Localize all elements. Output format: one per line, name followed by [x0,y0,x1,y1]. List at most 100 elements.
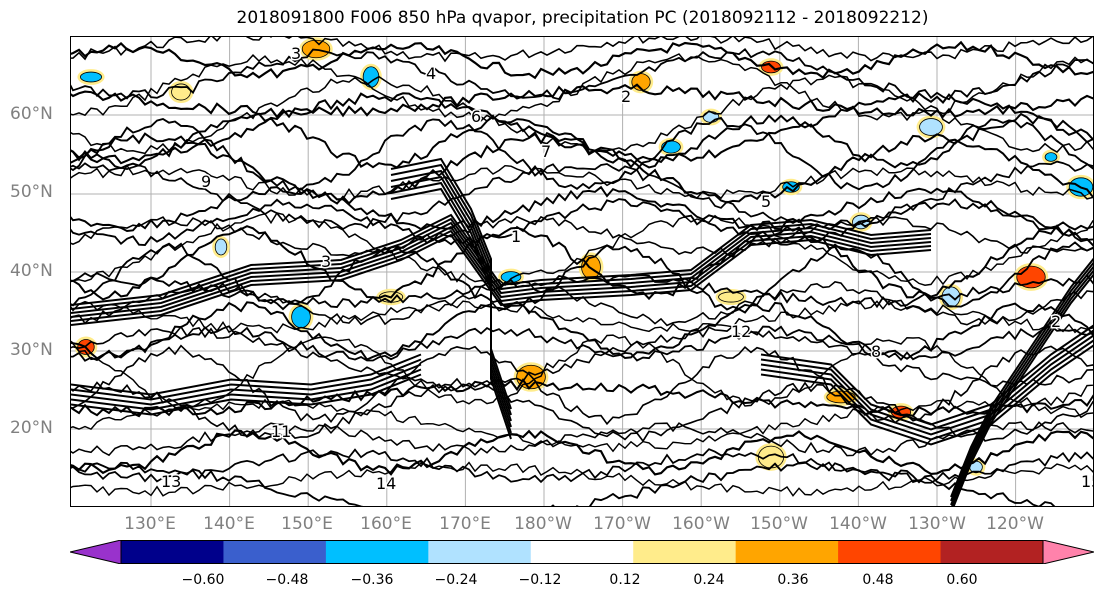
contour-label: 12 [731,322,751,341]
colorbar-tick: 0.36 [777,572,809,588]
contour-label: 8 [871,342,881,361]
qvapor-contour-line [71,37,1093,63]
qvapor-contour-line [71,299,1093,334]
precip-patch [171,83,191,101]
qvapor-contour-line [390,187,512,440]
qvapor-contour-line [71,353,422,396]
contour-label: 2 [621,87,631,106]
qvapor-contour-line [71,325,1093,362]
precip-patch [1044,152,1058,162]
qvapor-contour-line [71,198,1093,246]
qvapor-contour-line [71,217,932,310]
qvapor-contour-line [71,378,1093,418]
qvapor-contour-line [390,163,512,416]
contour-label: 5 [761,192,771,211]
colorbar-segment [940,540,1044,564]
colorbar [70,540,1094,564]
contour-label: 13 [161,472,181,491]
colorbar-tick: 0.12 [609,572,641,588]
qvapor-contour-line [71,461,1056,506]
qvapor-contour-line [71,164,1093,200]
qvapor-contour-line [390,181,512,434]
qvapor-contour-line [71,221,932,314]
lon-label-170e: 170°E [439,514,491,534]
lon-label-160e: 160°E [360,514,412,534]
colorbar-segment [325,540,429,564]
lon-label-140w: 140°W [829,514,887,534]
colorbar-tick: −0.48 [265,572,309,588]
qvapor-contour-line [71,363,422,406]
qvapor-contour-line [71,185,1093,232]
qvapor-contour-line [71,358,422,401]
contour-label: 4 [426,64,436,83]
contour-label: 9 [201,172,211,191]
map-panel: 342651391213142158117 [70,36,1094,507]
contour-label: 7 [541,142,551,161]
qvapor-contour-line [951,269,1093,506]
qvapor-contour-line [71,53,1093,122]
colorbar-tick: −0.36 [350,572,394,588]
lon-label-120w: 120°W [986,514,1044,534]
colorbar-tick: 0.60 [946,572,978,588]
precip-patch [214,238,228,256]
qvapor-contour-line [71,429,1093,476]
lat-label-20n: 20°N [10,418,53,438]
colorbar-tick: −0.24 [434,572,478,588]
qvapor-contour-line [390,157,512,410]
precip-patch [500,271,522,283]
qvapor-contour-line [71,112,1093,170]
lon-label-170w: 170°W [593,514,651,534]
map-title: 2018091800 F006 850 hPa qvapor, precipit… [236,8,929,28]
colorbar-segment [121,540,224,564]
colorbar-segment [223,540,327,564]
qvapor-contour-line [390,169,512,422]
contour-label: 11 [271,422,291,441]
lon-label-160w: 160°W [672,514,730,534]
qvapor-contour-line [760,339,1093,441]
colorbar-segment [633,540,737,564]
colorbar-extend-low [70,540,122,564]
qvapor-contour-line [950,265,1093,506]
qvapor-contour-line [760,329,1093,431]
qvapor-contour-line [71,368,422,411]
lon-label-130w: 130°W [908,514,966,534]
precip-patch [718,291,744,303]
qvapor-contour-line [71,213,932,306]
qvapor-contour-line [71,40,1093,80]
colorbar-tick: −0.12 [518,572,562,588]
colorbar-outline [120,540,1044,564]
qvapor-contour-line [760,324,1093,426]
qvapor-contour-line [71,224,1093,301]
colorbar-tick: −0.60 [181,572,225,588]
qvapor-contour-line [390,175,512,428]
map-plot: 342651391213142158117 [71,37,1094,506]
colorbar-segment [530,540,634,564]
colorbar-tick: 0.24 [693,572,725,588]
qvapor-contour-line [71,229,932,322]
lon-label-180w: 180°W [514,514,572,534]
qvapor-contour-line [71,225,932,318]
qvapor-contour-line [71,398,1093,453]
contour-label: 2 [1051,312,1061,331]
lat-label-40n: 40°N [10,261,53,281]
contour-label: 1 [511,227,521,246]
lon-label-150e: 150°E [281,514,333,534]
precip-patch [79,71,103,83]
colorbar-segment [428,540,532,564]
contour-label: 3 [291,44,301,63]
qvapor-contour-line [71,373,422,416]
contour-label: 14 [376,474,396,493]
lon-label-140e: 140°E [203,514,255,534]
colorbar-segment [735,540,839,564]
contour-labels: 342651391213142158117 [160,43,1094,495]
qvapor-contour-line [950,261,1093,502]
qvapor-contour-line [760,344,1093,446]
colorbar-segment [838,540,942,564]
lat-label-60n: 60°N [10,104,53,124]
lat-label-50n: 50°N [10,182,53,202]
colorbar-extend-high [1042,540,1094,564]
qvapor-contours [71,37,1093,506]
qvapor-contour-line [71,233,932,326]
contour-label: 15 [1081,472,1094,491]
contour-label: 6 [471,107,481,126]
